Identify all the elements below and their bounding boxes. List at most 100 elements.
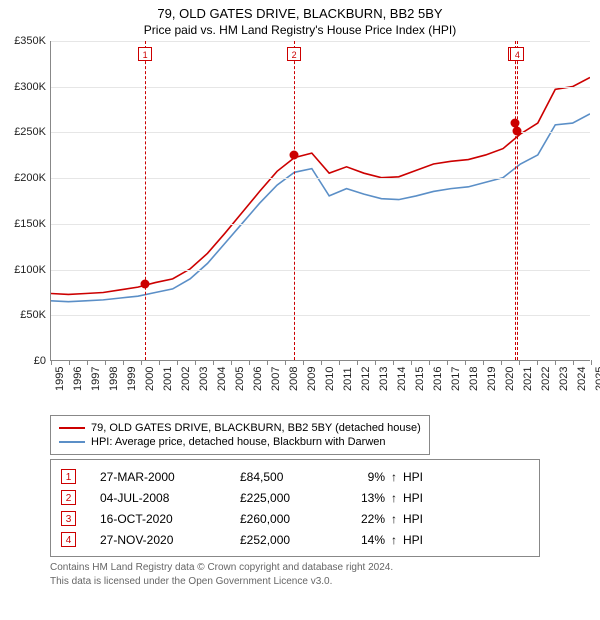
x-axis-label: 2017 [450, 367, 462, 391]
x-tick [69, 360, 70, 365]
event-pct: 14% [340, 533, 385, 547]
x-tick [591, 360, 592, 365]
x-tick [231, 360, 232, 365]
x-tick [339, 360, 340, 365]
event-pct: 22% [340, 512, 385, 526]
chart-series-line [51, 77, 590, 294]
chart-subtitle: Price paid vs. HM Land Registry's House … [0, 21, 600, 41]
x-tick [447, 360, 448, 365]
event-badge: 3 [61, 511, 76, 526]
x-axis-label: 2009 [306, 367, 318, 391]
event-pct: 9% [340, 470, 385, 484]
event-badge: 1 [61, 469, 76, 484]
event-price: £252,000 [240, 533, 340, 547]
x-tick [537, 360, 538, 365]
x-axis-label: 1995 [54, 367, 66, 391]
y-axis-label: £150K [0, 218, 46, 230]
x-tick [573, 360, 574, 365]
x-axis-label: 2022 [540, 367, 552, 391]
up-arrow-icon: ↑ [385, 533, 403, 547]
x-tick [303, 360, 304, 365]
x-tick [267, 360, 268, 365]
x-axis-label: 2021 [522, 367, 534, 391]
x-axis-label: 2025 [594, 367, 600, 391]
x-axis-label: 2010 [324, 367, 336, 391]
x-tick [141, 360, 142, 365]
gridline [51, 87, 590, 88]
x-axis-label: 2000 [144, 367, 156, 391]
x-tick [285, 360, 286, 365]
event-date: 27-NOV-2020 [100, 533, 240, 547]
x-axis-label: 2016 [432, 367, 444, 391]
event-row: 127-MAR-2000£84,5009%↑HPI [61, 466, 529, 487]
event-price: £260,000 [240, 512, 340, 526]
x-axis-label: 2011 [342, 367, 354, 391]
gridline [51, 178, 590, 179]
event-hpi-label: HPI [403, 533, 423, 547]
gridline [51, 270, 590, 271]
x-axis-label: 1997 [90, 367, 102, 391]
x-axis-label: 2003 [198, 367, 210, 391]
legend-swatch [59, 427, 85, 429]
x-axis-label: 2013 [378, 367, 390, 391]
x-tick [321, 360, 322, 365]
plot-area: 1234 [50, 41, 590, 361]
x-tick [429, 360, 430, 365]
chart-series-line [51, 114, 590, 302]
event-hpi-label: HPI [403, 491, 423, 505]
x-axis-label: 2005 [234, 367, 246, 391]
gridline [51, 41, 590, 42]
event-row: 316-OCT-2020£260,00022%↑HPI [61, 508, 529, 529]
x-axis-label: 2019 [486, 367, 498, 391]
x-tick [465, 360, 466, 365]
y-axis-label: £350K [0, 35, 46, 47]
x-axis-label: 2018 [468, 367, 480, 391]
page: 79, OLD GATES DRIVE, BLACKBURN, BB2 5BY … [0, 0, 600, 620]
x-tick [159, 360, 160, 365]
event-badge: 2 [61, 490, 76, 505]
event-price: £225,000 [240, 491, 340, 505]
x-tick [51, 360, 52, 365]
event-table: 127-MAR-2000£84,5009%↑HPI 2 04-JUL-2008£22… [50, 459, 540, 557]
event-pct: 13% [340, 491, 385, 505]
legend-label: 79, OLD GATES DRIVE, BLACKBURN, BB2 5BY … [91, 422, 421, 434]
x-axis-label: 2023 [558, 367, 570, 391]
up-arrow-icon: ↑ [385, 470, 403, 484]
x-axis-label: 1998 [108, 367, 120, 391]
x-axis-label: 2007 [270, 367, 282, 391]
y-axis-label: £250K [0, 126, 46, 138]
x-tick [411, 360, 412, 365]
x-axis-label: 2008 [288, 367, 300, 391]
gridline [51, 132, 590, 133]
x-tick [375, 360, 376, 365]
x-tick [123, 360, 124, 365]
x-tick [177, 360, 178, 365]
x-axis-label: 2006 [252, 367, 264, 391]
event-vertical-line [145, 41, 146, 360]
x-tick [105, 360, 106, 365]
event-vertical-line [517, 41, 518, 360]
event-hpi-label: HPI [403, 512, 423, 526]
footer: Contains HM Land Registry data © Crown c… [50, 561, 590, 588]
up-arrow-icon: ↑ [385, 512, 403, 526]
x-tick [501, 360, 502, 365]
x-axis-label: 1996 [72, 367, 84, 391]
x-tick [87, 360, 88, 365]
chart-zone: 1234 £0£50K£100K£150K£200K£250K£300K£350… [0, 41, 600, 409]
y-axis-label: £0 [0, 355, 46, 367]
event-price: £84,500 [240, 470, 340, 484]
event-marker-2: 2 [287, 47, 301, 61]
x-tick [483, 360, 484, 365]
event-dot-1 [141, 279, 150, 288]
legend-swatch [59, 441, 85, 443]
x-axis-label: 2024 [576, 367, 588, 391]
y-axis-label: £50K [0, 309, 46, 321]
x-axis-label: 2015 [414, 367, 426, 391]
event-dot-4 [513, 126, 522, 135]
x-axis-label: 2004 [216, 367, 228, 391]
legend-row: 79, OLD GATES DRIVE, BLACKBURN, BB2 5BY … [59, 421, 421, 435]
x-axis-label: 2001 [162, 367, 174, 391]
y-axis-label: £300K [0, 81, 46, 93]
event-date: 04-JUL-2008 [100, 491, 240, 505]
x-tick [555, 360, 556, 365]
